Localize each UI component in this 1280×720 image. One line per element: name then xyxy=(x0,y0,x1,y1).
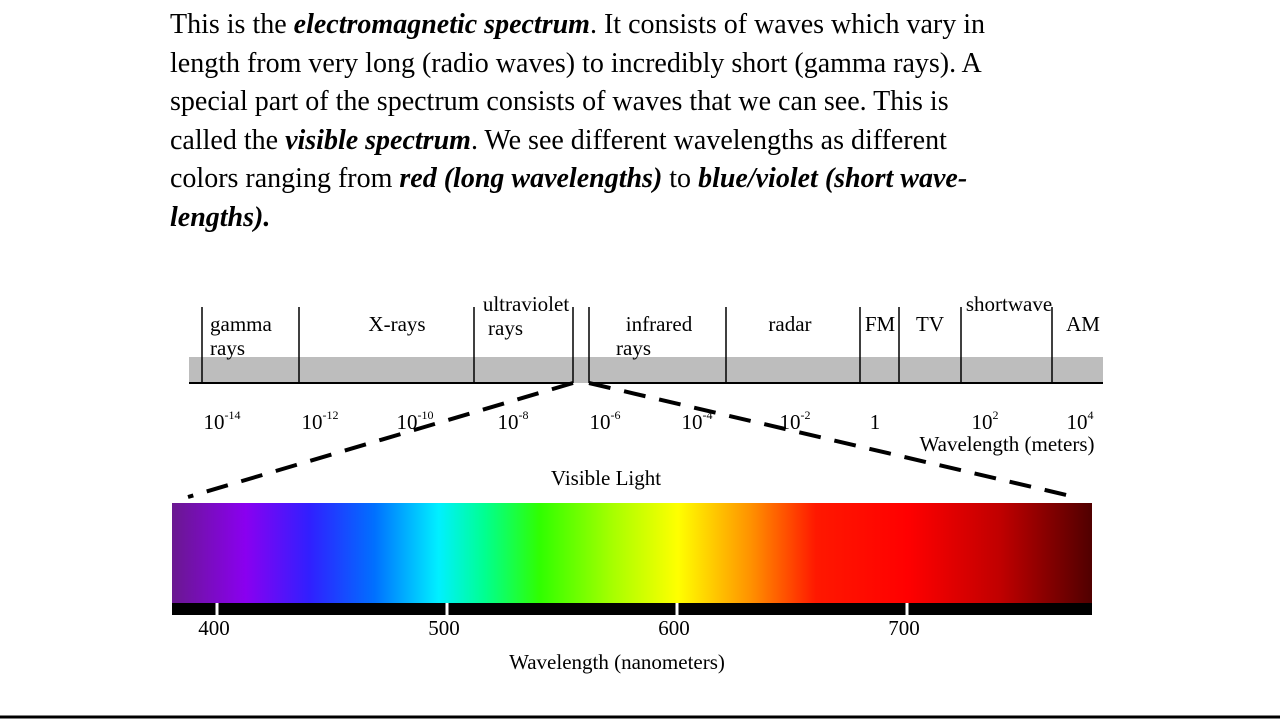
emphasis: red (long wavelengths) xyxy=(399,163,663,195)
tick-label: 10-8 xyxy=(498,408,529,434)
band-label: FM xyxy=(865,312,896,336)
tick-label: 10-12 xyxy=(302,408,339,434)
band-label: X-rays xyxy=(368,312,425,336)
tick-exponent: -4 xyxy=(703,408,713,422)
band-label: AM xyxy=(1066,312,1100,336)
tick-exponent: 4 xyxy=(1088,408,1094,422)
axis-label: Wavelength (nanometers) xyxy=(509,650,725,674)
tick-exponent: -6 xyxy=(611,408,621,422)
tick-base: 10 xyxy=(780,410,801,434)
visible-spectrum xyxy=(172,503,1092,604)
nm-scale-bar xyxy=(172,603,1092,615)
tick-label: 1 xyxy=(870,410,881,434)
tick-exponent: -14 xyxy=(225,408,241,422)
tick-base: 1 xyxy=(870,410,881,434)
text-line: colors ranging from red (long wavelength… xyxy=(170,160,985,199)
band-dividers xyxy=(201,307,1053,383)
text-run: colors ranging from xyxy=(170,163,400,195)
tick-label: 10-2 xyxy=(780,408,811,434)
tick-label: 700 xyxy=(888,616,920,640)
emphasis: lengths). xyxy=(170,201,271,233)
tick-label: 102 xyxy=(972,408,999,434)
spectrum-band xyxy=(189,357,1103,383)
tick-label: 10-14 xyxy=(204,408,241,434)
band-label: rays xyxy=(616,336,651,360)
tick-label: 10-6 xyxy=(590,408,621,434)
band-label: TV xyxy=(916,312,944,336)
text-run: called the xyxy=(170,124,286,156)
tick-base: 10 xyxy=(498,410,519,434)
tick-label: 10-10 xyxy=(397,408,434,434)
band-label: infrared xyxy=(626,312,693,336)
band-label: radar xyxy=(768,312,811,336)
zoom-line xyxy=(588,381,1076,499)
text-run: . It consists of waves which vary in xyxy=(589,9,986,40)
text-run: . We see different wavelengths as differ… xyxy=(470,124,947,156)
tick-base: 10 xyxy=(397,410,418,434)
tick-exponent: -10 xyxy=(418,408,434,422)
text-line: This is the electromagnetic spectrum. It… xyxy=(170,6,985,45)
tick-base: 10 xyxy=(682,410,703,434)
tick-label: 10-4 xyxy=(682,408,713,434)
zoom-line xyxy=(187,381,574,499)
tick-base: 10 xyxy=(302,410,323,434)
text-run: to xyxy=(662,163,699,195)
visible-title: Visible Light xyxy=(551,466,661,490)
tick-label: 600 xyxy=(658,616,690,640)
tick-exponent: -8 xyxy=(519,408,529,422)
text-run: This is the xyxy=(170,9,294,40)
tick-exponent: -2 xyxy=(801,408,811,422)
text-line: lengths). xyxy=(170,199,985,238)
text-run: special part of the spectrum consists of… xyxy=(170,86,949,118)
tick-label: 104 xyxy=(1067,408,1094,434)
tick-base: 10 xyxy=(972,410,993,434)
text-line: called the visible spectrum. We see diff… xyxy=(170,122,985,161)
text-line: special part of the spectrum consists of… xyxy=(170,83,985,122)
band-label: rays xyxy=(488,316,523,340)
tick-exponent: -12 xyxy=(323,408,339,422)
band-label: ultraviolet xyxy=(483,292,569,316)
emphasis: blue/violet (short wave- xyxy=(698,163,968,195)
axis-label: Wavelength (meters) xyxy=(920,432,1095,456)
band-label: shortwave xyxy=(966,292,1052,316)
band-label: gamma xyxy=(210,312,272,336)
emphasis: electromagnetic spectrum xyxy=(293,9,590,40)
tick-base: 10 xyxy=(590,410,611,434)
text-run: length from very long (radio waves) to i… xyxy=(170,47,982,79)
tick-label: 500 xyxy=(428,616,460,640)
paragraph: This is the electromagnetic spectrum. It… xyxy=(170,6,985,238)
tick-exponent: 2 xyxy=(993,408,999,422)
tick-base: 10 xyxy=(204,410,225,434)
tick-label: 400 xyxy=(198,616,230,640)
emphasis: visible spectrum xyxy=(285,124,471,156)
tick-base: 10 xyxy=(1067,410,1088,434)
band-label: rays xyxy=(210,336,245,360)
text-line: length from very long (radio waves) to i… xyxy=(170,45,985,84)
